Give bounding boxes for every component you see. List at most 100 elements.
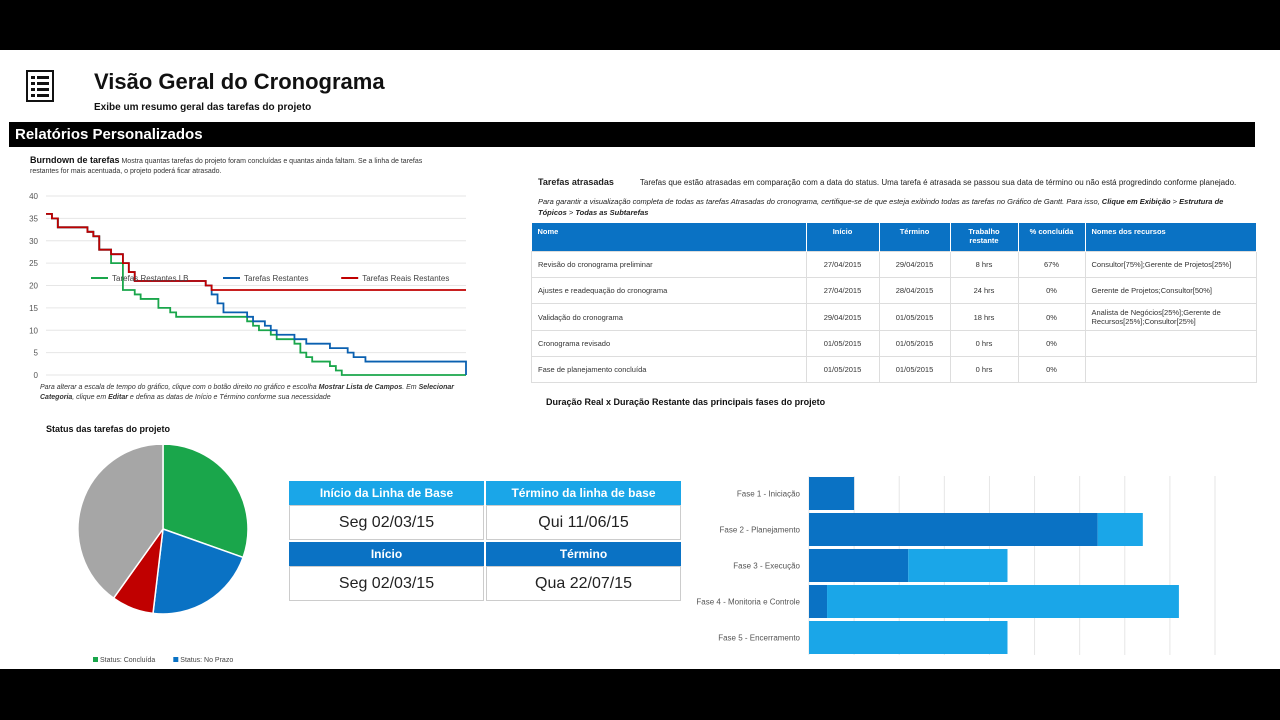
burndown-legend: Tarefas Restantes LB Tarefas Restantes Tar… (91, 274, 449, 283)
legend-label: Tarefas Restantes (244, 274, 308, 283)
burndown-description: Mostra quantas tarefas do projeto foram … (30, 158, 423, 175)
table-cell: 24 hrs (949, 277, 1019, 304)
column-header[interactable]: % concluída (1018, 223, 1086, 252)
series-line[interactable] (46, 213, 467, 375)
table-cell: 01/05/2015 (878, 330, 951, 357)
baseline-end-value: Qui 11/06/15 (486, 505, 681, 540)
table-cell: Revisão do cronograma preliminar (531, 251, 807, 278)
table-cell: Fase de planejamento concluída (531, 356, 807, 383)
table-cell: 67% (1017, 251, 1086, 278)
bar-category-labels: Fase 1 - Iniciação Fase 2 - Planejamento F… (696, 490, 800, 643)
burndown-series (46, 213, 467, 376)
bar[interactable] (809, 549, 909, 582)
status-pie-chart[interactable]: 251 hrs177 hrs66 hrs331 hrs Status: Conc… (26, 445, 286, 669)
y-tick-label: 35 (29, 214, 38, 223)
category-label: Fase 2 - Planejamento (720, 526, 801, 535)
burndown-y-axis: 0 5 10 15 20 25 30 35 40 (29, 192, 38, 378)
table-row[interactable]: Ajustes e readequação do cronograma 27/04… (531, 277, 1257, 304)
table-cell: Gerente de Projetos;Consultor[50%] (1084, 277, 1257, 304)
table-cell: 01/05/2015 (878, 303, 951, 331)
table-cell: Consultor[75%];Gerente de Projetos[25%] (1084, 251, 1257, 278)
legend-swatch (173, 657, 179, 662)
bar[interactable] (809, 621, 1008, 654)
late-note-bold: Todas as Subtarefas (575, 208, 649, 217)
late-tasks-heading: Tarefas atrasadas (538, 177, 614, 187)
end-label: Término (486, 542, 681, 566)
legend-swatch (93, 657, 98, 662)
y-tick-label: 15 (29, 304, 38, 313)
burndown-description-block: Burndown de tarefas Mostra quantas taref… (30, 155, 450, 177)
table-cell: 0% (1017, 356, 1086, 383)
table-cell: 27/04/2015 (805, 277, 880, 304)
table-row[interactable]: Cronograma revisado 01/05/2015 01/05/2015 0… (531, 330, 1257, 357)
category-label: Fase 5 - Encerramento (718, 634, 800, 643)
table-cell: Ajustes e readequação do cronograma (531, 277, 807, 304)
table-cell: 29/04/2015 (878, 251, 951, 278)
bar[interactable] (809, 513, 1098, 546)
series-line[interactable] (46, 213, 466, 376)
burndown-heading: Burndown de tarefas (30, 155, 120, 165)
table-cell: 01/05/2015 (805, 330, 880, 357)
table-cell: 01/05/2015 (878, 356, 951, 383)
table-cell: 0% (1017, 330, 1086, 357)
late-note-bold: Clique em Exibição (1101, 197, 1171, 206)
late-tasks-header: Tarefas atrasadas Tarefas que estão atras… (538, 177, 1258, 187)
table-cell: 28/04/2015 (878, 277, 951, 304)
table-cell: 0% (1017, 277, 1086, 304)
status-heading: Status das tarefas do projeto (46, 424, 171, 434)
column-header[interactable]: Início (806, 223, 880, 252)
bar[interactable] (908, 549, 1008, 582)
table-cell: 0 hrs (949, 356, 1019, 383)
y-tick-label: 10 (29, 326, 38, 335)
legend-label: Status: No Prazo (180, 657, 233, 664)
legend-label: Status: Concluída (100, 657, 155, 664)
burndown-note: Para alterar a escala de tempo do gráfic… (40, 383, 490, 403)
column-header[interactable]: Nomes dos recursos (1085, 223, 1257, 252)
pie-slices (77, 445, 249, 615)
page-subtitle: Exibe um resumo geral das tarefas do pro… (94, 102, 312, 113)
y-tick-label: 5 (34, 349, 39, 358)
burndown-note-text: Para alterar a escala de tempo do gráfic… (40, 384, 319, 391)
pie-slice[interactable] (152, 527, 245, 615)
bar[interactable] (827, 585, 1179, 618)
burndown-note-bold: Selecionar Categoria (40, 384, 455, 401)
end-value: Qua 22/07/15 (486, 566, 681, 601)
column-header[interactable]: Término (879, 223, 951, 252)
y-tick-label: 30 (29, 237, 38, 246)
column-header[interactable]: Trabalho restante (950, 223, 1019, 252)
burndown-note-text: e defina as datas de Início e Término co… (127, 394, 331, 401)
table-row[interactable]: Revisão do cronograma preliminar 27/04/20… (531, 251, 1257, 278)
late-note-text: > (566, 208, 576, 217)
legend-label: Tarefas Reais Restantes (362, 274, 449, 283)
burndown-note-bold: Editar (108, 394, 128, 401)
durations-bar-chart[interactable]: Fase 1 - Iniciação Fase 2 - Planejamento F… (680, 420, 1260, 655)
table-cell: 01/05/2015 (805, 356, 880, 383)
series-line[interactable] (46, 213, 466, 291)
burndown-note-text: . Em (402, 384, 419, 391)
column-header[interactable]: Nome (531, 223, 807, 252)
late-note-text: > (1170, 197, 1180, 206)
bar-series (809, 477, 1179, 654)
report-icon (26, 70, 54, 102)
y-tick-label: 0 (34, 371, 39, 378)
bar[interactable] (809, 477, 855, 510)
legend-label: Tarefas Restantes LB (112, 274, 188, 283)
bar[interactable] (1097, 513, 1143, 546)
y-tick-label: 20 (29, 282, 38, 291)
pie-slice[interactable] (162, 445, 249, 559)
table-row[interactable]: Validação do cronograma 29/04/2015 01/05/2… (531, 303, 1257, 331)
table-row[interactable]: Fase de planejamento concluída 01/05/2015… (531, 356, 1257, 383)
burndown-gridlines (46, 195, 466, 376)
table-cell: Cronograma revisado (531, 330, 807, 357)
y-tick-label: 40 (29, 192, 38, 201)
bar[interactable] (809, 585, 828, 618)
table-header-row: Nome Início Término Trabalho restante % … (531, 223, 1257, 252)
table-cell: 27/04/2015 (805, 251, 880, 278)
page-title: Visão Geral do Cronograma (94, 69, 385, 94)
report-page: Visão Geral do Cronograma Exibe um resum… (0, 50, 1280, 669)
table-cell: 18 hrs (949, 303, 1019, 331)
pie-slice[interactable] (77, 445, 164, 600)
table-cell: 0% (1017, 303, 1086, 331)
table-cell: 29/04/2015 (805, 303, 880, 331)
